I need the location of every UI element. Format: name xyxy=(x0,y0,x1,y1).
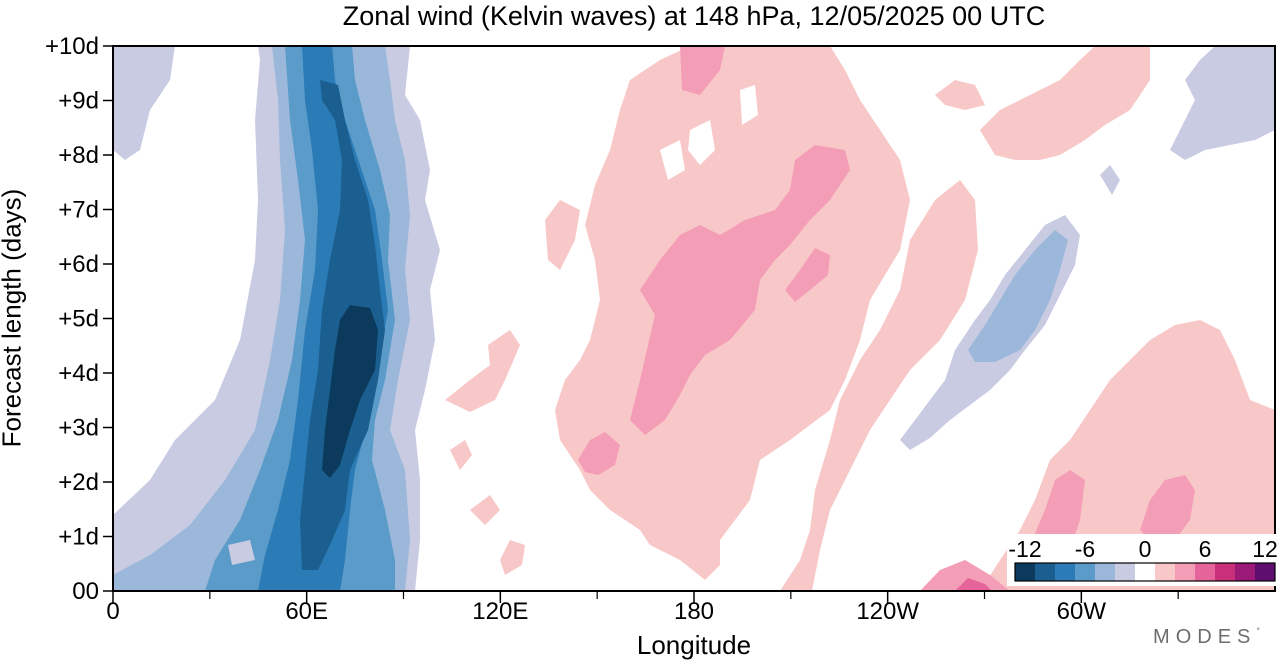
pos-contour-2-e xyxy=(935,80,985,110)
colorbar-label-4: 12 xyxy=(1252,536,1278,562)
pos-contour-4-f xyxy=(1140,475,1195,545)
chart-title: Zonal wind (Kelvin waves) at 148 hPa, 12… xyxy=(342,1,1046,31)
neg-contour-4-b xyxy=(968,230,1068,362)
y-tick-label-3: +3d xyxy=(58,415,99,442)
neg-contour-12 xyxy=(322,305,378,478)
colorbar-swatch-7 xyxy=(1155,563,1176,581)
colorbar-swatch-10 xyxy=(1215,563,1236,581)
x-axis: 0 60E 120E 180 120W 60W xyxy=(106,591,1179,625)
y-tick-label-5: +5d xyxy=(58,306,99,333)
pos-contour-4-a xyxy=(630,145,850,435)
x-tick-label-3: 180 xyxy=(674,598,714,625)
neg-contour-2-top-left xyxy=(113,46,175,160)
colorbar-label-3: 6 xyxy=(1199,536,1212,562)
y-tick-label-0: 00 xyxy=(72,578,99,605)
y-axis: 00 +1d +2d +3d +4d +5d +6d +7d +8d +9d +10d xyxy=(45,33,113,605)
colorbar-swatch-0 xyxy=(1015,563,1036,581)
x-tick-label-0: 0 xyxy=(106,598,119,625)
colorbar-frame xyxy=(1014,562,1276,582)
colorbar-label-1: -6 xyxy=(1075,536,1095,562)
colorbar-swatch-12 xyxy=(1255,563,1276,581)
pos-contour-6-g xyxy=(955,578,992,591)
pos-contour-4-g xyxy=(920,560,1010,591)
colorbar-swatch-8 xyxy=(1175,563,1196,581)
colorbar-swatch-1 xyxy=(1035,563,1056,581)
y-tick-label-2: +2d xyxy=(58,469,99,496)
y-tick-label-4: +4d xyxy=(58,360,99,387)
zero-hole-a xyxy=(660,85,758,180)
neg-contour-2-topright xyxy=(1170,46,1275,160)
x-tick-label-4: 120W xyxy=(856,598,919,625)
colorbar-swatch-9 xyxy=(1195,563,1216,581)
colorbar-swatch-2 xyxy=(1055,563,1076,581)
x-tick-label-2: 120E xyxy=(472,598,528,625)
modes-logo: MODES° xyxy=(1153,626,1260,648)
neg-patch-left-a xyxy=(228,540,255,565)
y-tick-label-6: +6d xyxy=(58,251,99,278)
colorbar-swatch-5 xyxy=(1115,563,1136,581)
colorbar-swatch-6 xyxy=(1135,563,1156,581)
x-axis-label: Longitude xyxy=(636,630,752,660)
y-tick-label-8: +8d xyxy=(58,142,99,169)
colorbar-label-0: -12 xyxy=(1008,536,1041,562)
pos-contour-2-b xyxy=(780,180,978,591)
colorbar-swatch-11 xyxy=(1235,563,1256,581)
pos-contour-4-d xyxy=(578,432,620,475)
y-tick-label-7: +7d xyxy=(58,197,99,224)
neg-contour-2-small xyxy=(1100,165,1120,195)
x-tick-label-5: 60W xyxy=(1057,598,1107,625)
colorbar-swatch-4 xyxy=(1095,563,1116,581)
y-tick-label-10: +10d xyxy=(45,33,99,60)
colorbar-swatch-3 xyxy=(1075,563,1096,581)
x-tick-label-1: 60E xyxy=(285,598,328,625)
pos-contour-4-c xyxy=(785,248,830,302)
y-tick-label-1: +1d xyxy=(58,524,99,551)
pos-contour-4-b xyxy=(680,46,725,95)
colorbar-label-2: 0 xyxy=(1139,536,1152,562)
colorbar-legend: -12 -6 0 6 12 xyxy=(1007,534,1280,586)
pos-contour-2-d xyxy=(980,46,1150,160)
y-tick-label-9: +9d xyxy=(58,88,99,115)
